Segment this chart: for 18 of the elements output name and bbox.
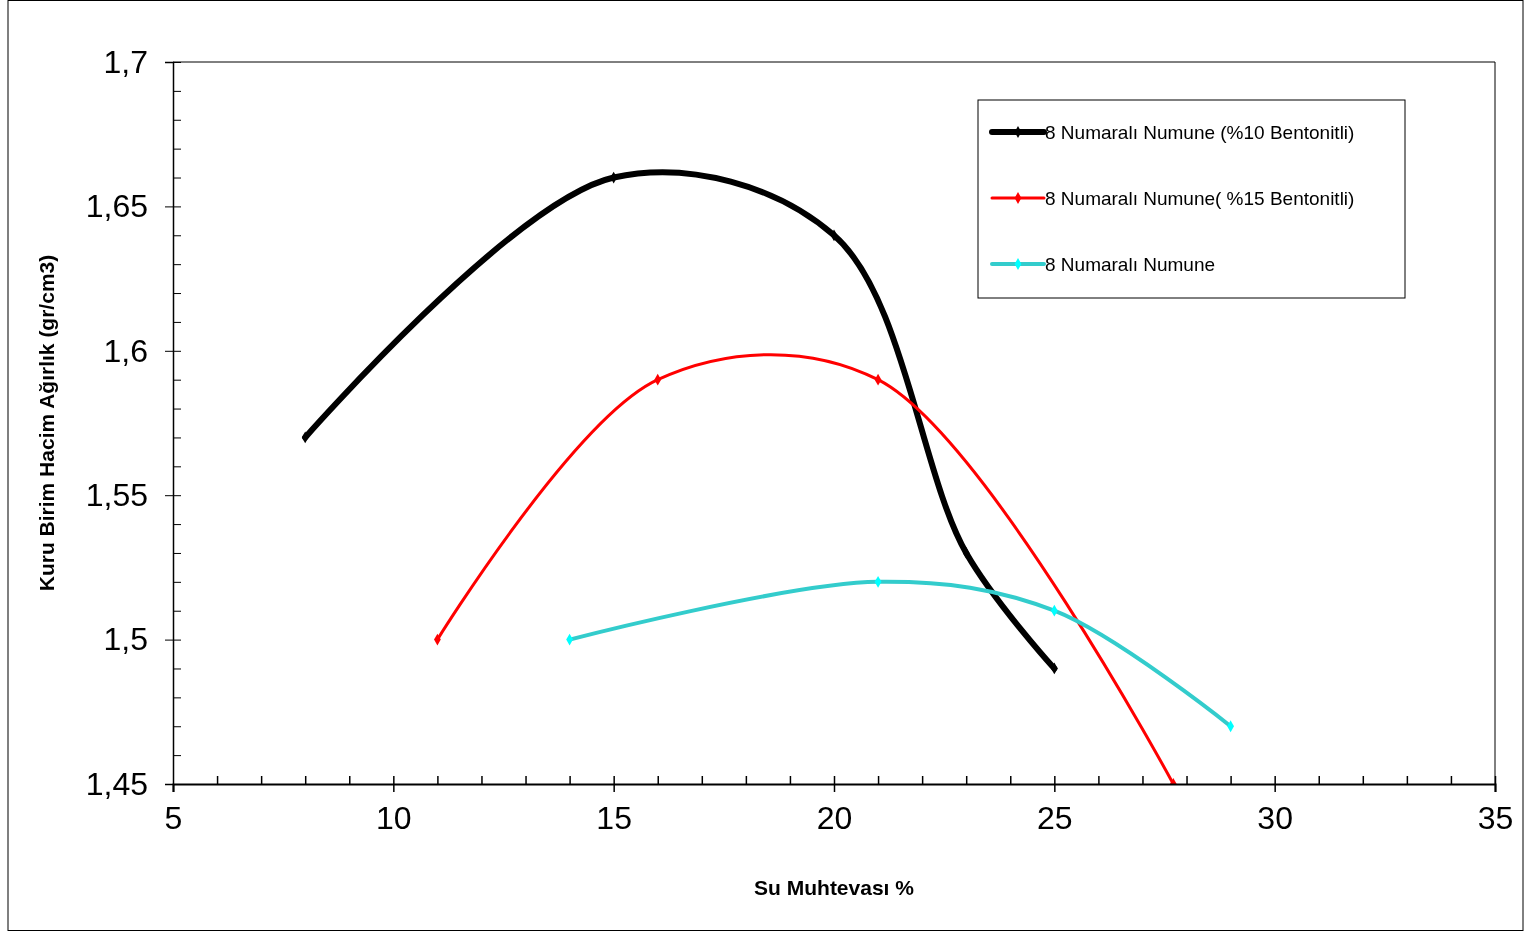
y-tick-label: 1,5	[103, 621, 148, 658]
x-tick-label: 30	[1257, 799, 1293, 836]
y-tick-label: 1,7	[103, 43, 148, 80]
y-tick-label: 1,65	[85, 188, 148, 225]
x-axis-title: Su Muhtevası %	[754, 876, 915, 899]
legend-label: 8 Numaralı Numune (%10 Bentonitli)	[1045, 122, 1355, 143]
y-axis-title: Kuru Birim Hacim Ağırlık (gr/cm3)	[35, 254, 58, 592]
legend-label: 8 Numaralı Numune( %15 Bentonitli)	[1045, 188, 1355, 209]
x-tick-label: 20	[816, 799, 853, 836]
y-tick-label: 1,6	[103, 332, 148, 369]
x-tick-label: 10	[376, 799, 412, 836]
x-tick-label: 15	[596, 799, 632, 836]
legend-label: 8 Numaralı Numune	[1045, 254, 1216, 275]
x-tick-label: 35	[1477, 799, 1514, 836]
y-tick-label: 1,55	[85, 476, 148, 513]
x-tick-label: 5	[164, 799, 183, 836]
x-tick-label: 25	[1037, 799, 1073, 836]
y-tick-label: 1,45	[85, 765, 148, 802]
